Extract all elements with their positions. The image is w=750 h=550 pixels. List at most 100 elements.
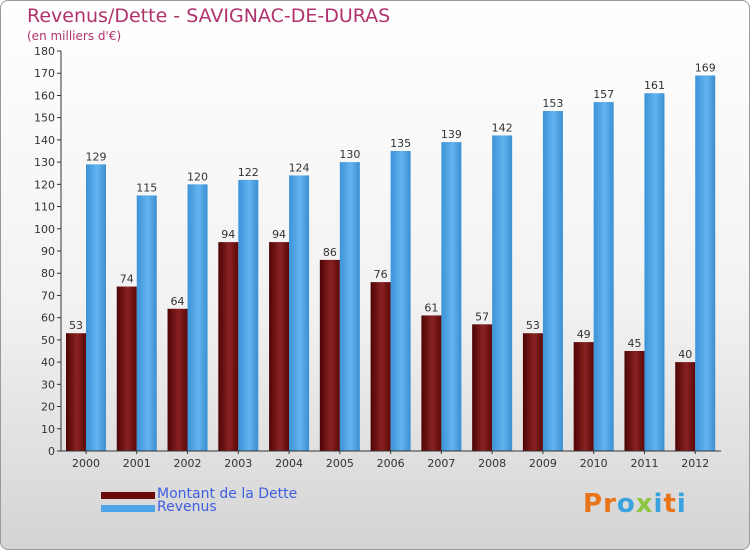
revenus-value-label: 142: [492, 121, 513, 134]
revenus-value-label: 153: [542, 97, 563, 110]
dette-value-label: 53: [526, 319, 540, 332]
revenus-bar: [238, 179, 259, 451]
proxiti-logo: Proxiti: [583, 489, 687, 519]
logo-letter: x: [635, 489, 654, 519]
x-tick-label: 2008: [478, 457, 506, 470]
revenus-bar: [441, 142, 462, 451]
dette-bar: [573, 342, 594, 451]
dette-bar: [269, 242, 290, 451]
dette-value-label: 61: [424, 301, 438, 314]
revenus-bar: [390, 151, 411, 451]
revenus-value-label: 129: [86, 150, 107, 163]
dette-value-label: 45: [627, 337, 641, 350]
dette-value-label: 86: [323, 246, 337, 259]
dette-bar: [675, 362, 696, 451]
x-tick-label: 2011: [630, 457, 658, 470]
x-tick-label: 2010: [580, 457, 608, 470]
y-tick-label: 60: [41, 312, 55, 325]
revenus-bar: [492, 135, 513, 451]
chart-subtitle: (en milliers d'€): [27, 29, 122, 43]
y-tick-label: 170: [34, 67, 55, 80]
revenus-value-label: 161: [644, 79, 665, 92]
dette-bar: [522, 333, 543, 451]
x-tick-label: 2003: [224, 457, 252, 470]
y-tick-label: 180: [34, 45, 55, 58]
y-tick-label: 160: [34, 89, 55, 102]
y-tick-label: 20: [41, 401, 55, 414]
dette-value-label: 49: [577, 328, 591, 341]
x-tick-label: 2001: [123, 457, 151, 470]
x-tick-label: 2007: [427, 457, 455, 470]
dette-value-label: 57: [475, 310, 489, 323]
revenus-bar: [136, 195, 157, 451]
revenus-bar: [593, 102, 614, 451]
dette-value-label: 94: [221, 228, 235, 241]
revenus-bar: [339, 162, 360, 451]
logo-letter: P: [583, 489, 604, 519]
y-tick-label: 120: [34, 178, 55, 191]
dette-bar: [472, 324, 493, 451]
revenus-value-label: 122: [238, 166, 259, 179]
revenus-value-label: 169: [695, 61, 716, 74]
x-tick-label: 2000: [72, 457, 100, 470]
dette-value-label: 53: [69, 319, 83, 332]
dette-value-label: 74: [120, 273, 134, 286]
legend-swatch-dette: [101, 492, 155, 499]
x-tick-label: 2002: [174, 457, 202, 470]
logo-letter: t: [663, 489, 677, 519]
y-tick-label: 140: [34, 134, 55, 147]
x-tick-label: 2005: [326, 457, 354, 470]
chart-title: Revenus/Dette - SAVIGNAC-DE-DURAS: [27, 5, 391, 27]
revenus-bar: [644, 93, 665, 451]
dette-bar: [66, 333, 86, 451]
dette-bar: [167, 308, 188, 451]
legend-swatch-revenus: [101, 505, 155, 512]
y-tick-label: 30: [41, 378, 55, 391]
y-tick-label: 10: [41, 423, 55, 436]
revenus-bar: [187, 184, 208, 452]
y-tick-label: 50: [41, 334, 55, 347]
dette-bar: [116, 286, 137, 451]
y-tick-label: 0: [48, 445, 55, 458]
dette-bar: [218, 242, 239, 451]
y-tick-label: 110: [34, 201, 55, 214]
y-tick-label: 90: [41, 245, 55, 258]
revenus-bar: [542, 111, 563, 451]
dette-value-label: 64: [171, 295, 185, 308]
revenus-value-label: 130: [339, 148, 360, 161]
y-tick-label: 80: [41, 267, 55, 280]
legend-label-revenus: Revenus: [157, 499, 217, 515]
plot-area: 0 10 20 30 40 50 60 70 80 90 100 110 120 130 140 150 160…: [34, 45, 721, 470]
y-tick-label: 150: [34, 112, 55, 125]
x-tick-label: 2009: [529, 457, 557, 470]
revenus-value-label: 120: [187, 170, 208, 183]
logo-letter: i: [653, 489, 664, 519]
dette-bar: [624, 351, 645, 451]
dette-value-label: 40: [678, 348, 692, 361]
revenus-bar: [695, 75, 716, 451]
logo-letter: o: [616, 489, 636, 519]
legend-label-dette: Montant de la Dette: [157, 486, 298, 502]
x-tick-label: 2004: [275, 457, 303, 470]
revenus-value-label: 124: [289, 161, 310, 174]
logo-letter: i: [676, 489, 687, 519]
y-tick-label: 100: [34, 223, 55, 236]
x-tick-label: 2012: [681, 457, 709, 470]
dette-bar: [319, 259, 340, 451]
revenus-value-label: 135: [390, 137, 411, 150]
y-tick-label: 70: [41, 289, 55, 302]
dette-bar: [370, 282, 391, 451]
revenus-value-label: 139: [441, 128, 462, 141]
revenus-bar: [86, 164, 106, 452]
dette-bar: [421, 315, 442, 451]
dette-value-label: 94: [272, 228, 286, 241]
revenus-bar: [289, 175, 310, 451]
dette-value-label: 76: [374, 268, 388, 281]
x-tick-label: 2006: [377, 457, 405, 470]
y-tick-label: 130: [34, 156, 55, 169]
y-tick-label: 40: [41, 356, 55, 369]
revenus-value-label: 157: [593, 88, 614, 101]
logo-letter: r: [603, 489, 617, 519]
